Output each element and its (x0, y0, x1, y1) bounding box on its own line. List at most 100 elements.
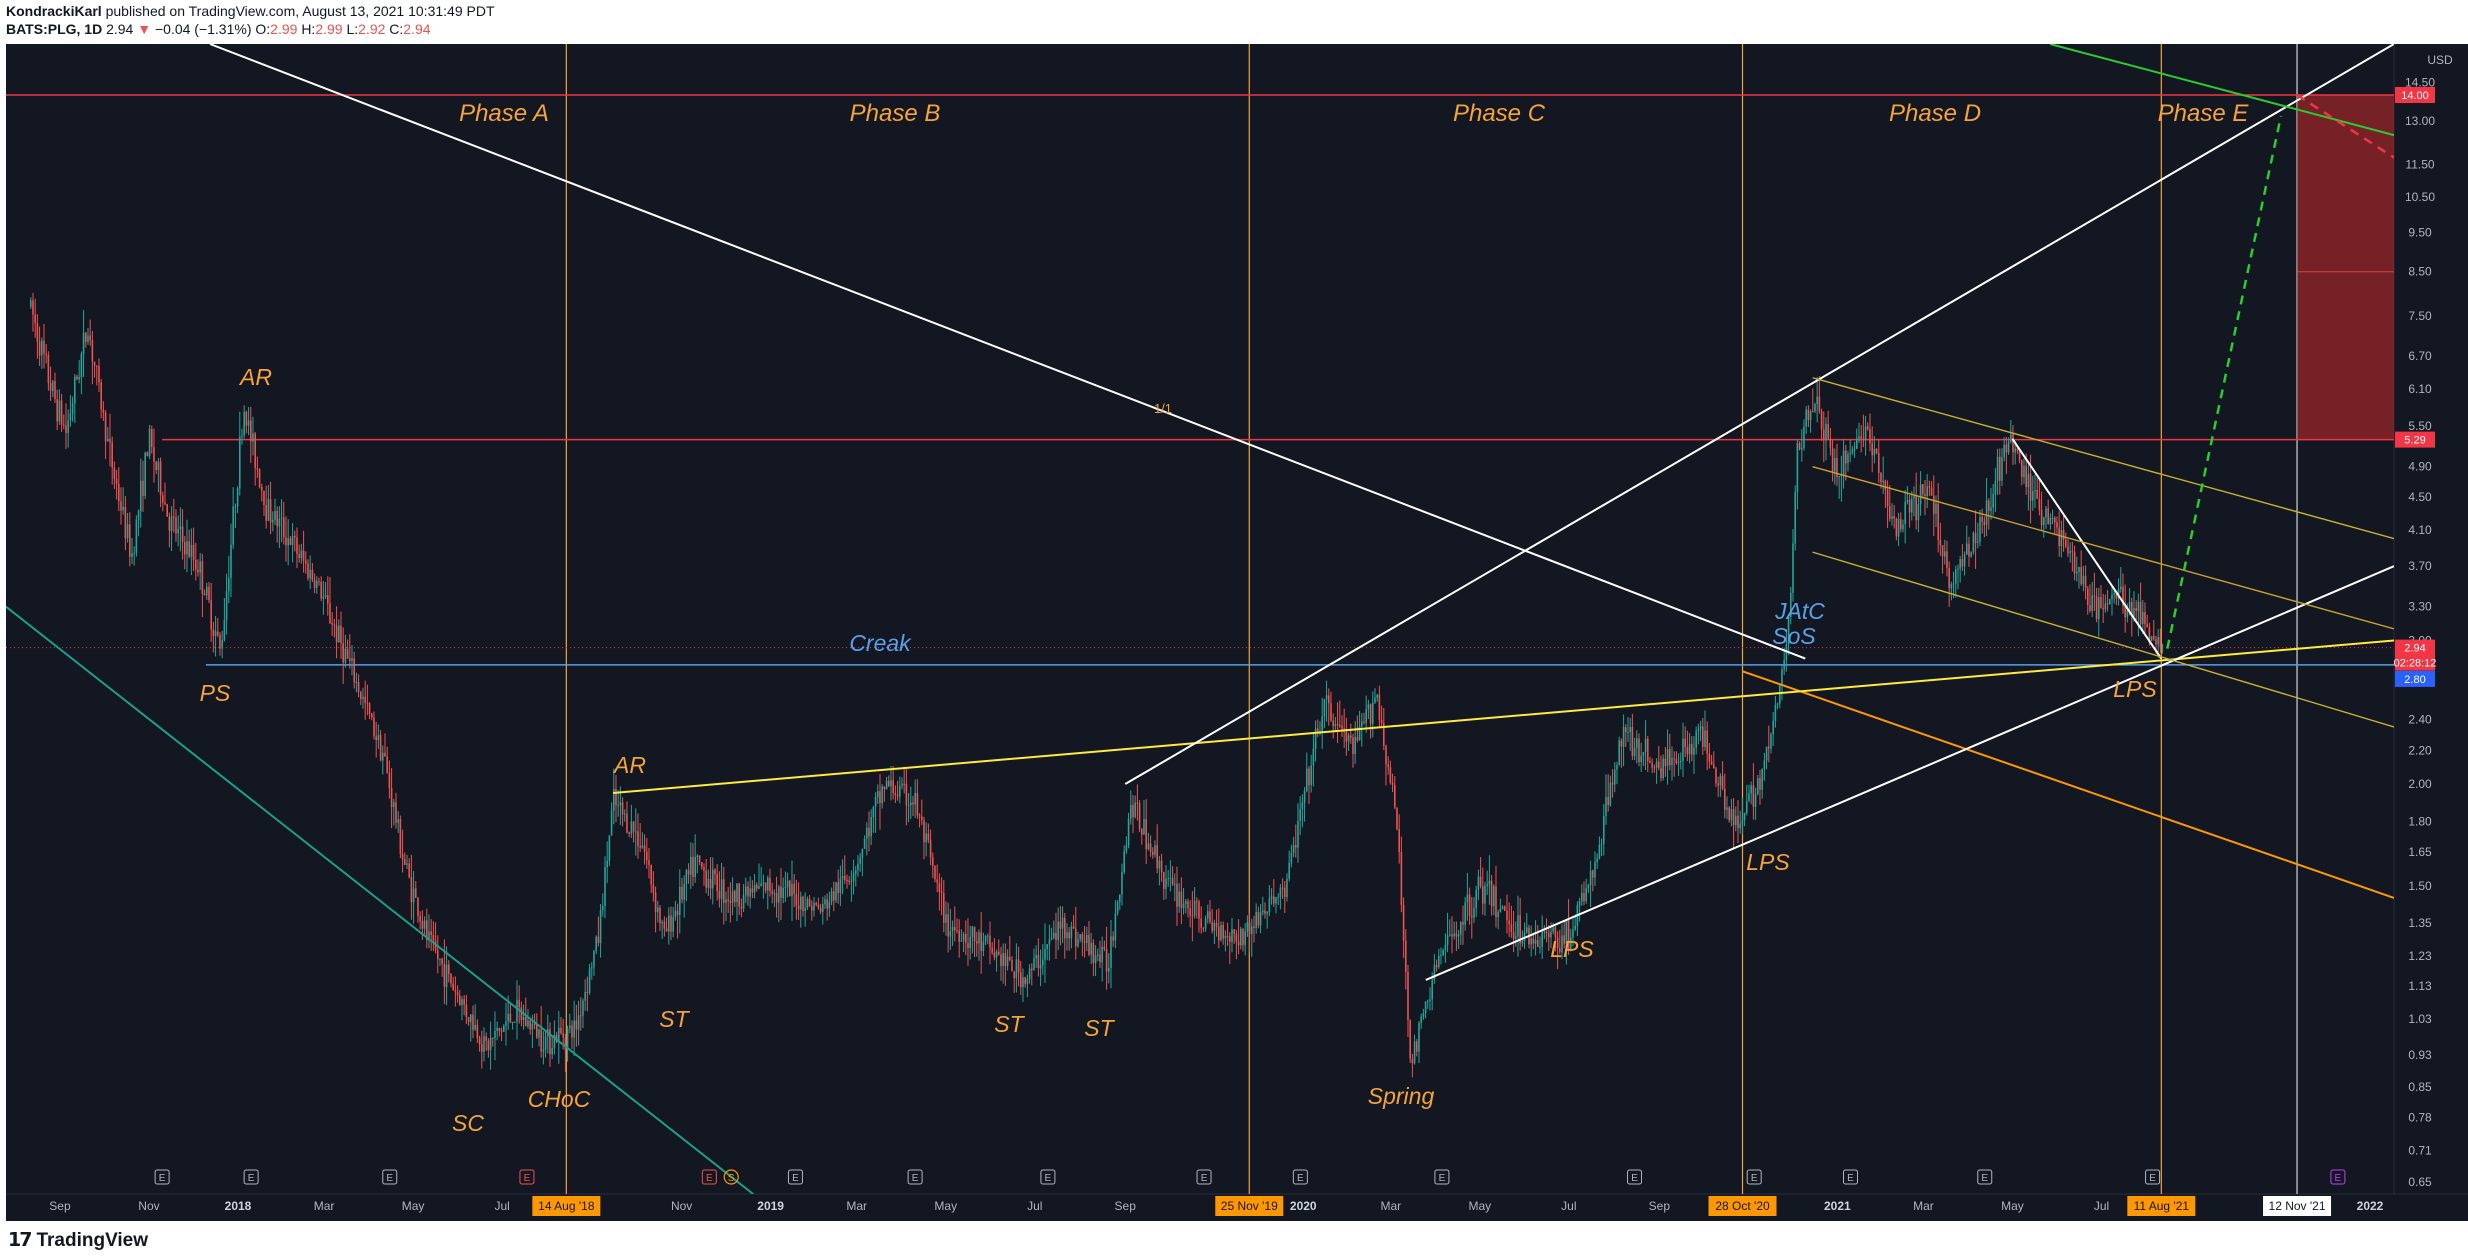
candle-body (1976, 541, 1979, 543)
candle-body (148, 429, 151, 457)
candle-body (2036, 490, 2038, 499)
candle-body (280, 517, 283, 519)
annotation-choc[interactable]: CHoC (528, 1086, 591, 1112)
candle-body (45, 353, 47, 355)
date-label-box (532, 1196, 601, 1216)
annotation-jatc[interactable]: JAtC (1774, 598, 1825, 624)
earnings-event-icon[interactable] (243, 1169, 259, 1185)
annotation-ps[interactable]: PS (200, 680, 231, 706)
candle-body (1114, 913, 1117, 941)
candle-body (265, 504, 267, 521)
phase-a-label[interactable]: Phase A (459, 100, 549, 127)
green-trendline[interactable] (2049, 44, 2394, 137)
descending-trendline-orange[interactable] (1742, 670, 2394, 899)
candle-body (1129, 805, 1132, 819)
symbol-label[interactable]: BATS:PLG, 1D (6, 21, 103, 37)
earnings-event-icon[interactable] (1292, 1169, 1308, 1185)
candle-body (291, 535, 294, 545)
candle-body (1149, 843, 1152, 852)
phase-d-label[interactable]: Phase D (1889, 100, 1981, 127)
candle-body (1110, 936, 1112, 968)
earnings-event-icon[interactable] (701, 1169, 717, 1185)
candle-body (194, 559, 197, 570)
earnings-event-icon[interactable] (1842, 1169, 1858, 1185)
candle-body (1468, 894, 1471, 916)
annotation-lps-2[interactable]: LPS (1746, 849, 1790, 875)
projected-path-down[interactable] (2296, 93, 2405, 165)
candle-body (1970, 552, 1972, 557)
annotation-ar-2[interactable]: AR (612, 752, 646, 778)
earnings-event-icon[interactable] (787, 1169, 803, 1185)
earnings-event-icon[interactable] (1434, 1169, 1450, 1185)
phase-c-label[interactable]: Phase C (1453, 100, 1546, 127)
candle-body (1565, 919, 1568, 944)
candle-body (522, 1017, 525, 1020)
candle-body (1948, 567, 1950, 589)
earnings-event-icon[interactable] (382, 1169, 398, 1185)
candle-body (1094, 955, 1097, 963)
annotation-st-2[interactable]: ST (994, 1011, 1025, 1037)
phase-e-label[interactable]: Phase E (2158, 100, 2250, 127)
candle-body (1270, 896, 1273, 899)
candle-body (876, 791, 879, 798)
candle-body (480, 1044, 483, 1052)
candle-body (595, 936, 597, 951)
candle-body (978, 932, 980, 944)
candle-body (769, 877, 771, 891)
earnings-event-icon[interactable] (1746, 1169, 1762, 1185)
target-zone-box[interactable] (2297, 95, 2394, 440)
lower-fan-line[interactable] (1425, 565, 2394, 981)
candle-body (161, 495, 164, 503)
candle-body (729, 900, 732, 903)
future-earnings-event-icon[interactable] (2330, 1169, 2346, 1185)
candle-body (551, 1048, 553, 1055)
annotation-ar-1[interactable]: AR (238, 364, 272, 390)
price-axis[interactable] (2394, 44, 2468, 1194)
annotation-lps-1[interactable]: LPS (1550, 936, 1594, 962)
annotation-sos[interactable]: SoS (1772, 623, 1816, 649)
split-event-icon[interactable] (723, 1169, 739, 1185)
candle-body (1096, 954, 1099, 956)
earnings-event-icon[interactable] (1627, 1169, 1643, 1185)
long-descending-trendline[interactable] (6, 605, 754, 1194)
earnings-event-icon[interactable] (1040, 1169, 1056, 1185)
earnings-event-icon[interactable] (907, 1169, 923, 1185)
annotation-sc[interactable]: SC (452, 1110, 484, 1136)
candle-body (219, 634, 221, 649)
chart-footer: 𝟭𝟳 TradingView (0, 1221, 2468, 1257)
channel-lower-line[interactable] (1812, 551, 2394, 728)
earnings-event-icon[interactable] (519, 1169, 535, 1185)
candle-body (1264, 910, 1266, 914)
earnings-event-icon[interactable] (1977, 1169, 1993, 1185)
candle-body (1739, 823, 1741, 829)
candle-body (1653, 767, 1656, 769)
annotation-st-1[interactable]: ST (659, 1006, 690, 1032)
annotation-spring[interactable]: Spring (1368, 1083, 1435, 1109)
phase-b-label[interactable]: Phase B (850, 100, 941, 127)
candle-body (1165, 878, 1167, 889)
earnings-event-icon[interactable] (154, 1169, 170, 1185)
wedge-drop-line[interactable] (2011, 438, 2163, 660)
annotation-lps-3[interactable]: LPS (2113, 676, 2157, 702)
candle-body (335, 625, 338, 643)
earnings-event-icon[interactable] (1196, 1169, 1212, 1185)
candle-body (1356, 737, 1359, 741)
projected-path-up[interactable] (2166, 115, 2283, 649)
channel-middle-line[interactable] (1812, 466, 2394, 630)
channel-upper-line[interactable] (1812, 377, 2394, 540)
candle-body (1827, 423, 1829, 440)
earnings-event-icon[interactable] (2145, 1169, 2161, 1185)
annotation-st-3[interactable]: ST (1084, 1015, 1115, 1041)
author-name[interactable]: KondrackiKarl (6, 3, 102, 19)
upper-fan-line[interactable] (1124, 44, 2394, 785)
candle-body (370, 714, 373, 718)
candle-body (1415, 1041, 1418, 1052)
descending-trendline-main[interactable] (209, 44, 1806, 660)
candle-body (689, 856, 692, 875)
candle-body (676, 910, 679, 915)
annotation-creak[interactable]: Creak (849, 630, 912, 656)
candle-body (1266, 911, 1268, 914)
rising-yellow-trendline[interactable] (612, 639, 2394, 794)
tradingview-logo[interactable]: 𝟭𝟳 TradingView (8, 1229, 148, 1252)
